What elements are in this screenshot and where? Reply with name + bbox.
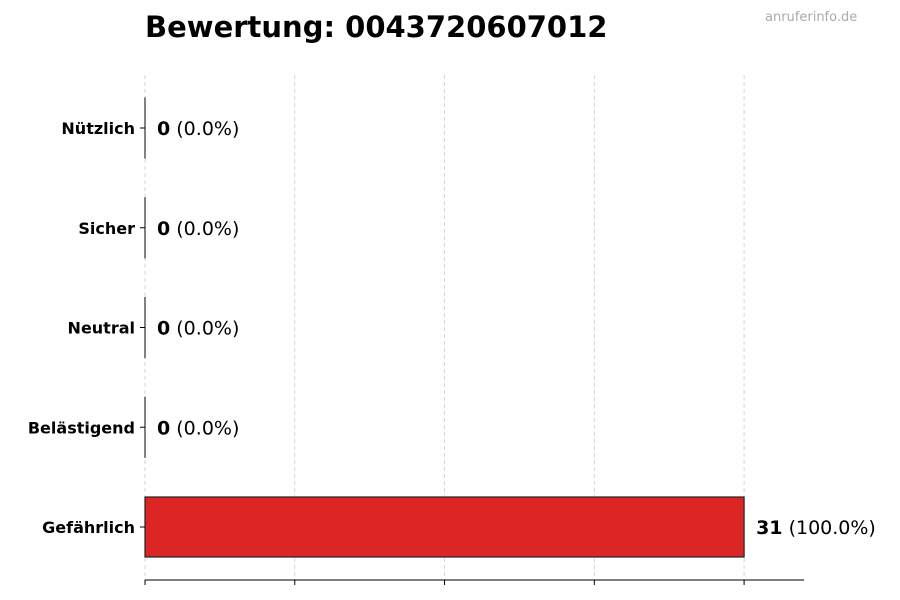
data-label: 31 (100.0%) — [756, 517, 876, 539]
data-label: 0 (0.0%) — [157, 218, 239, 240]
value-label: 0 — [157, 318, 170, 340]
data-label: 0 (0.0%) — [157, 118, 239, 140]
category-label: Nützlich — [61, 119, 135, 138]
data-label: 0 (0.0%) — [157, 417, 239, 439]
percent-label: (100.0%) — [783, 517, 876, 539]
percent-label: (0.0%) — [170, 318, 239, 340]
category-label: Gefährlich — [42, 518, 135, 537]
category-label: Sicher — [78, 219, 135, 238]
value-label: 0 — [157, 118, 170, 140]
bar — [144, 496, 745, 558]
value-label: 31 — [756, 517, 782, 539]
chart-title: Bewertung: 0043720607012 — [145, 10, 608, 44]
value-label: 0 — [157, 417, 170, 439]
percent-label: (0.0%) — [170, 417, 239, 439]
percent-label: (0.0%) — [170, 218, 239, 240]
value-label: 0 — [157, 218, 170, 240]
data-label: 0 (0.0%) — [157, 318, 239, 340]
percent-label: (0.0%) — [170, 118, 239, 140]
category-label: Neutral — [68, 319, 135, 338]
category-label: Belästigend — [28, 418, 135, 437]
watermark: anruferinfo.de — [765, 10, 858, 25]
